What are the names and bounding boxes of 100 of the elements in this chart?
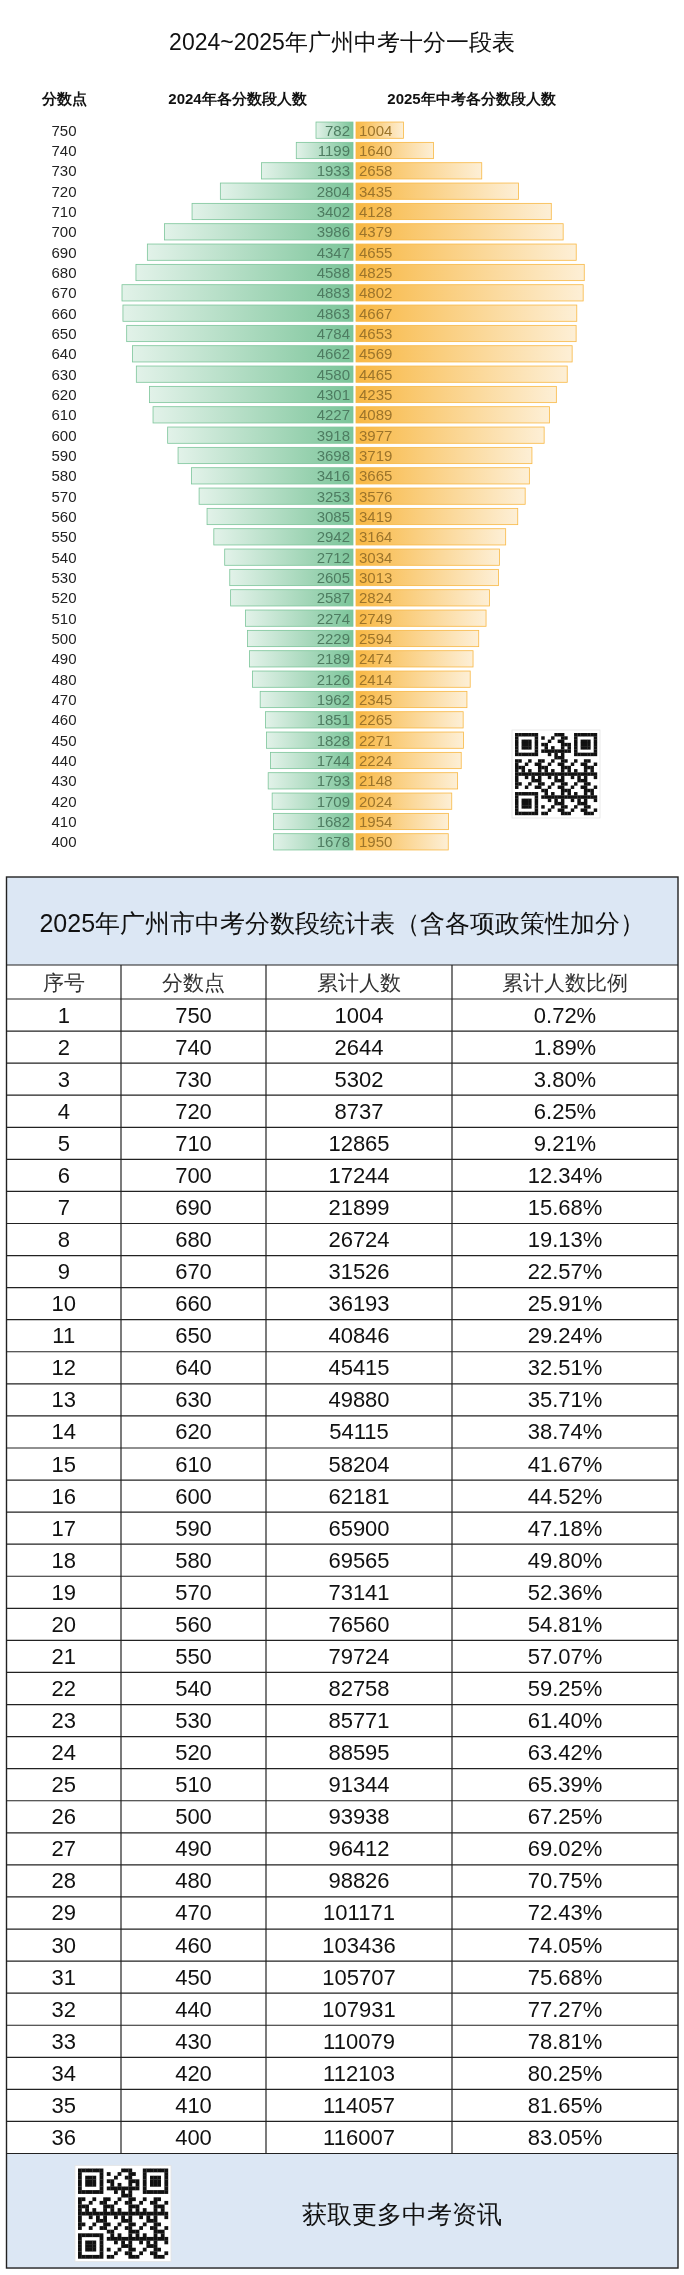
y-tick-label: 34 [51, 2060, 76, 2086]
text: 44.52% [527, 1483, 603, 1509]
data-label: 3986 [316, 223, 350, 241]
text: 获取更多中考资讯 [302, 2199, 502, 2228]
text: 78.81% [527, 2028, 603, 2054]
text: 12865 [328, 1130, 390, 1156]
y-tick-label: 18 [51, 1547, 76, 1573]
series-label: 2025年中考各分数段人数 [387, 89, 557, 107]
text: 660 [175, 1291, 212, 1317]
text: 460 [175, 1932, 212, 1958]
text: 72.43% [527, 1900, 603, 1926]
data-label: 2942 [316, 528, 350, 546]
y-tick-label: 470 [51, 691, 77, 708]
text: 59.25% [527, 1676, 603, 1702]
text: 77.27% [527, 1996, 603, 2022]
text: 41.67% [527, 1451, 603, 1477]
y-tick-label: 4 [57, 1098, 70, 1124]
text: 5302 [334, 1066, 384, 1092]
text: 101171 [323, 1900, 395, 1926]
y-tick-label: 29 [51, 1900, 76, 1926]
text: 590 [175, 1515, 212, 1541]
data-label: 2229 [316, 630, 350, 647]
text: 75.68% [527, 1964, 603, 1990]
data-label: 2605 [316, 569, 350, 586]
text: 52.36% [527, 1579, 603, 1605]
data-label: 4089 [359, 406, 393, 424]
text: 54115 [329, 1419, 389, 1445]
text: 740 [175, 1034, 212, 1060]
data-label: 3416 [316, 467, 350, 485]
data-label: 4569 [359, 345, 393, 363]
data-label: 4784 [316, 325, 350, 342]
text: 580 [175, 1547, 212, 1573]
text: 15.68% [527, 1194, 603, 1220]
y-tick-label: 21 [51, 1643, 76, 1669]
y-tick-label: 640 [51, 345, 77, 363]
y-tick-label: 730 [51, 162, 77, 180]
series-label: 2024年各分数段人数 [168, 89, 308, 107]
y-tick-label: 660 [51, 304, 77, 322]
y-tick-label: 9 [57, 1259, 70, 1285]
y-tick-label: 690 [51, 243, 77, 261]
data-label: 2594 [359, 630, 393, 647]
text: 8737 [334, 1098, 384, 1124]
y-tick-label: 500 [51, 630, 77, 647]
text: 32.51% [527, 1355, 603, 1381]
text: 105707 [322, 1964, 396, 1990]
text: 540 [175, 1676, 212, 1702]
text: 58204 [328, 1451, 390, 1477]
text: 3.80% [533, 1066, 597, 1092]
data-label: 1199 [317, 142, 350, 159]
text: 730 [175, 1066, 212, 1092]
y-tick-label: 450 [51, 731, 77, 749]
text: 103436 [322, 1932, 396, 1958]
text: 107931 [322, 1996, 396, 2022]
text: 610 [175, 1451, 212, 1477]
y-tick-label: 10 [51, 1291, 76, 1317]
text: 22.57% [527, 1259, 603, 1285]
data-label: 4128 [359, 203, 393, 220]
y-tick-label: 400 [51, 833, 77, 851]
y-tick-label: 410 [51, 813, 77, 830]
text: 73141 [328, 1579, 390, 1605]
text: 570 [175, 1579, 212, 1605]
data-label: 3698 [316, 447, 350, 464]
text: 0.72% [533, 1002, 597, 1028]
text: 29.24% [527, 1323, 603, 1349]
y-tick-label: 27 [51, 1836, 76, 1862]
text: 79724 [328, 1643, 390, 1669]
data-label: 4667 [359, 304, 393, 322]
text: 74.05% [527, 1932, 603, 1958]
data-label: 4802 [359, 284, 393, 302]
text: 93938 [328, 1804, 390, 1830]
text: 6.25% [533, 1098, 597, 1124]
y-tick-label: 430 [51, 772, 77, 790]
text: 720 [175, 1098, 212, 1124]
text: 9.21% [533, 1130, 597, 1156]
data-label: 2271 [359, 731, 393, 749]
y-tick-label: 13 [51, 1387, 76, 1413]
y-tick-label: 710 [51, 203, 77, 220]
data-label: 2148 [359, 772, 393, 790]
text: 96412 [328, 1836, 390, 1862]
y-tick-label: 650 [51, 325, 77, 342]
data-label: 3977 [359, 426, 393, 444]
text: 640 [175, 1355, 212, 1381]
text: 83.05% [527, 2124, 603, 2150]
data-label: 1678 [316, 833, 350, 851]
y-tick-label: 530 [51, 569, 77, 586]
text: 430 [175, 2028, 212, 2054]
text: 80.25% [527, 2060, 603, 2086]
y-tick-label: 11 [52, 1323, 76, 1349]
text: 91344 [328, 1772, 390, 1798]
data-label: 3164 [359, 528, 393, 546]
y-tick-label: 590 [51, 447, 77, 464]
y-tick-label: 6 [57, 1162, 70, 1188]
text: 98826 [328, 1868, 390, 1894]
y-tick-label: 35 [51, 2092, 76, 2118]
text: 630 [175, 1387, 212, 1413]
data-label: 1962 [316, 691, 350, 708]
y-tick-label: 3 [57, 1066, 70, 1092]
data-label: 4825 [359, 264, 393, 281]
text: 440 [175, 1996, 212, 2022]
data-label: 2749 [359, 609, 393, 627]
